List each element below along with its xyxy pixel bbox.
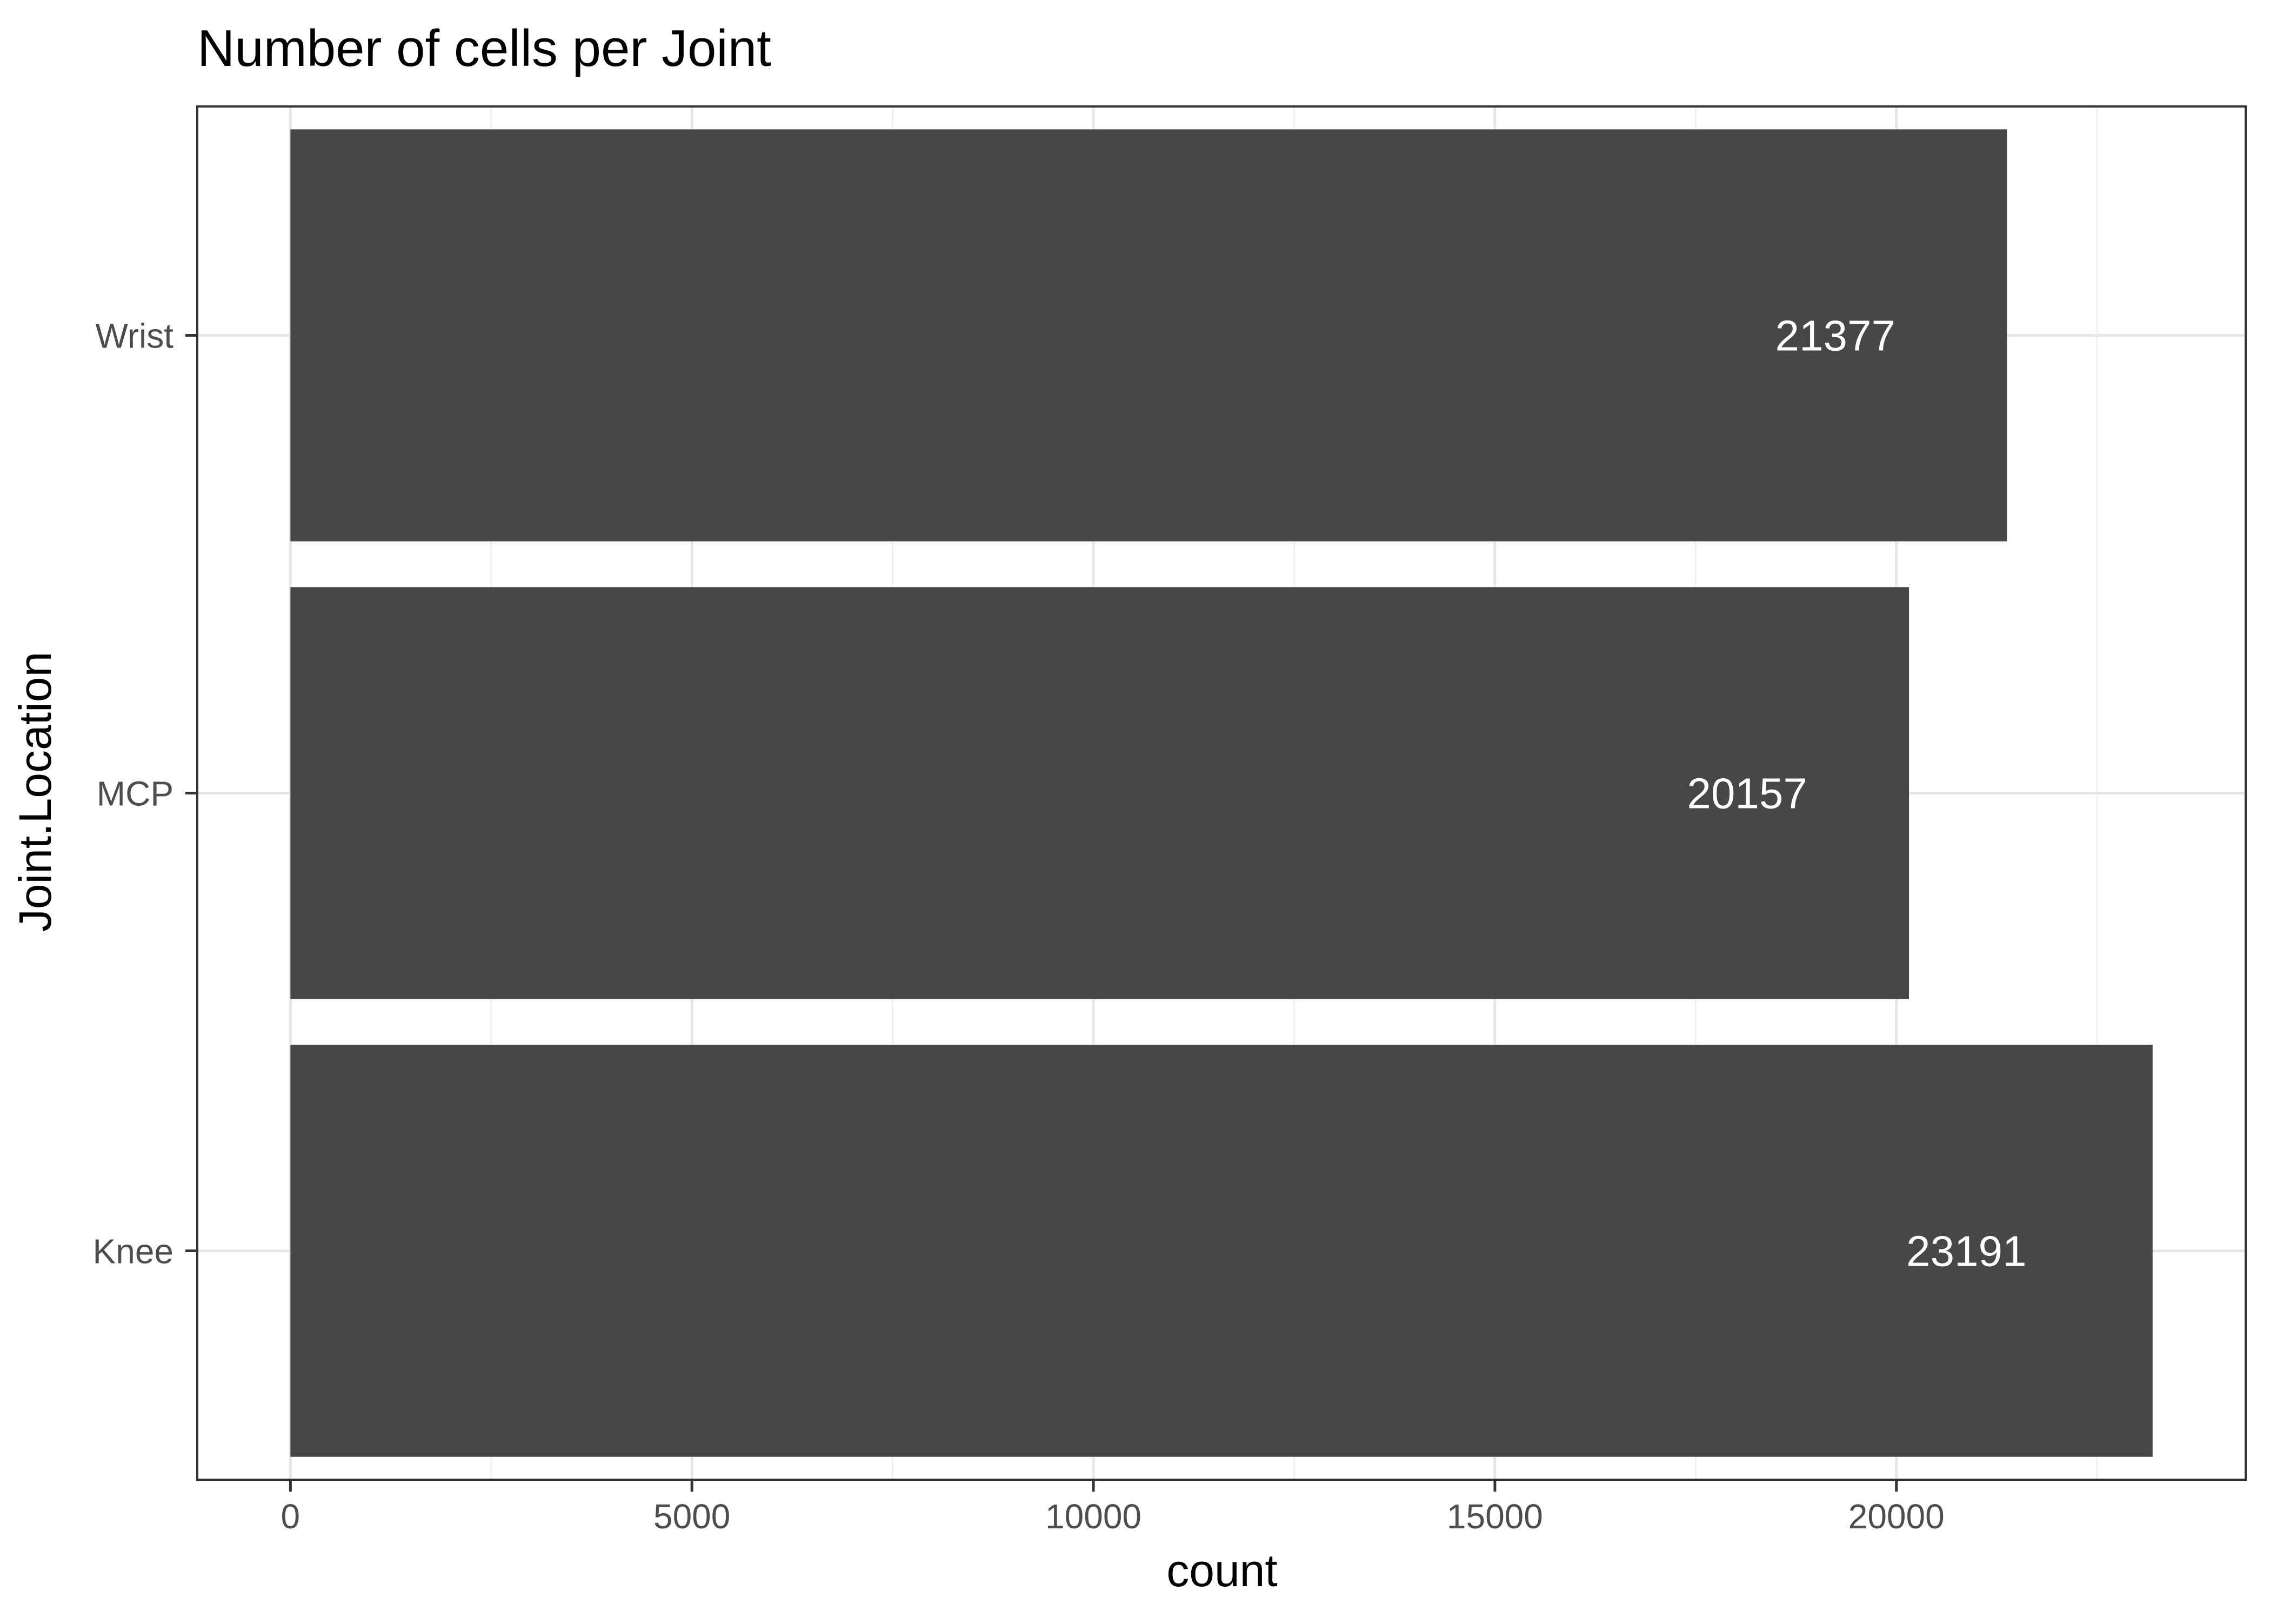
bar-knee [290,1045,2153,1457]
data-label-mcp: 20157 [1687,770,1807,818]
y-axis-title: Joint.Location [10,652,61,932]
x-axis: 0 5000 10000 15000 20000 [281,1480,1945,1536]
x-tick-label: 10000 [1045,1497,1141,1536]
x-tick-label: 20000 [1848,1497,1945,1536]
chart-title: Number of cells per Joint [197,19,771,77]
data-labels: 23191 20157 21377 [1687,312,2026,1275]
x-tick-label: 15000 [1447,1497,1543,1536]
data-label-knee: 23191 [1906,1227,2026,1275]
y-axis: Knee MCP Wrist [93,317,197,1271]
y-tick-label-knee: Knee [93,1232,173,1271]
bar-mcp [290,587,1910,999]
y-tick-label-wrist: Wrist [95,317,173,356]
data-label-wrist: 21377 [1775,312,1895,360]
x-tick-label: 5000 [653,1497,730,1536]
bars [290,129,2153,1457]
x-tick-label: 0 [281,1497,301,1536]
x-axis-title: count [1166,1545,1278,1596]
y-tick-label-mcp: MCP [97,774,173,813]
bar-wrist [290,129,2007,542]
